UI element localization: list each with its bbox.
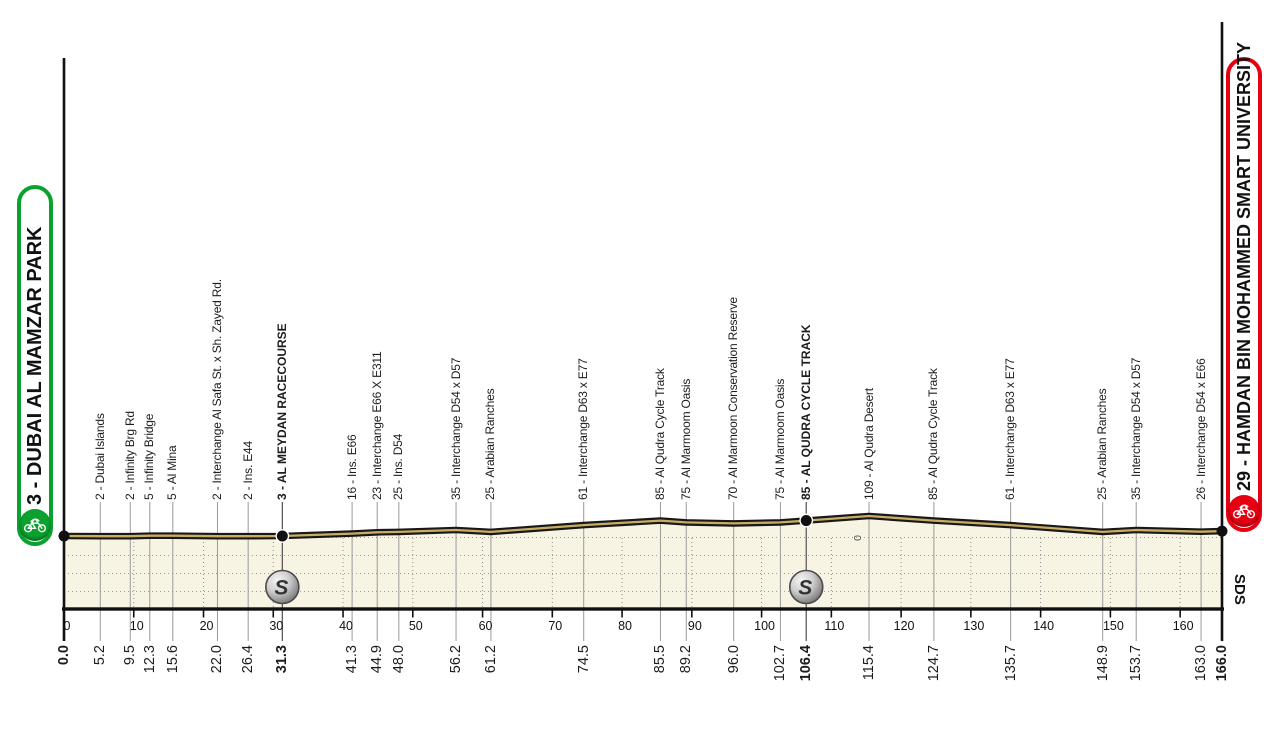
waypoint-label: 25 - Arabian Ranches <box>483 388 498 500</box>
axis-tick-label: 160 <box>1172 619 1194 633</box>
waypoint-label: 109 - Al Qudra Desert <box>861 388 876 500</box>
axis-tick-label: 150 <box>1102 619 1124 633</box>
axis-tick-label: 130 <box>963 619 985 633</box>
waypoint-label: 2 - Ins. E44 <box>240 441 255 500</box>
waypoint-label: 3 - AL MEYDAN RACECOURSE <box>274 323 289 500</box>
km-label: 15.6 <box>164 645 181 674</box>
axis-tick-label: 30 <box>269 619 284 633</box>
finish-banner: 29 - HAMDAN BIN MOHAMMED SMART UNIVERSIT… <box>1226 42 1262 532</box>
start-banner: 3 - DUBAI AL MAMZAR PARK <box>17 185 53 546</box>
km-label: 85.5 <box>652 645 669 674</box>
waypoint-label: 61 - Interchange D63 x E77 <box>576 358 591 500</box>
sprint-symbol: S <box>274 577 288 600</box>
axis-tick-label: 70 <box>548 619 563 633</box>
waypoint-label: 35 - Interchange D54 x D57 <box>448 357 463 500</box>
km-label: 41.3 <box>344 645 361 674</box>
start-label: 3 - DUBAI AL MAMZAR PARK <box>24 226 46 505</box>
waypoint-label: 35 - Interchange D54 x D57 <box>1128 357 1143 500</box>
axis-tick-label: 100 <box>754 619 775 633</box>
km-label: 9.5 <box>122 645 139 666</box>
axis-tick-label: 20 <box>199 619 214 633</box>
km-label: 12.3 <box>141 645 158 674</box>
elevation-area <box>64 516 1222 609</box>
axis-tick-label: 50 <box>408 619 423 633</box>
km-label: 102.7 <box>772 645 789 682</box>
waypoint-label: 25 - Arabian Ranches <box>1095 388 1110 500</box>
axis-tick-label: 120 <box>893 619 915 633</box>
waypoint-label: 85 - Al Qudra Cycle Track <box>652 368 667 500</box>
km-label: 61.2 <box>482 645 499 674</box>
sprint-road-dot <box>799 513 814 528</box>
waypoint-label: 25 - Ins. D54 <box>391 433 406 500</box>
waypoint-label: 70 - Al Marmoon Conservation Reserve <box>726 297 741 500</box>
km-label: 74.5 <box>575 645 592 674</box>
km-label: 124.7 <box>925 645 942 682</box>
axis-tick-label: 90 <box>687 619 702 633</box>
km-label: 166.0 <box>1214 645 1230 682</box>
waypoint-label: 85 - Al Qudra Cycle Track <box>926 368 941 500</box>
waypoint-label: 23 - Interchange E66 X E311 <box>369 351 384 501</box>
km-label: 48.0 <box>390 645 407 674</box>
x-axis <box>62 607 1224 611</box>
finish-dot <box>1216 525 1228 537</box>
km-label: 153.7 <box>1128 645 1145 682</box>
km-label: 148.9 <box>1094 645 1111 682</box>
bicycle-icon <box>23 518 47 532</box>
waypoint-label: 5 - Al Mina <box>165 445 180 501</box>
sprint-marker <box>788 569 824 605</box>
km-label: 96.0 <box>725 645 742 674</box>
waypoint-label: 75 - Al Marmoom Oasis <box>772 378 787 500</box>
axis-tick-label: 140 <box>1033 619 1055 633</box>
axis-tick-label: 80 <box>618 619 633 633</box>
start-bike-badge <box>19 509 51 541</box>
waypoint-label: 2 - Infinity Brg Rd <box>122 411 137 500</box>
sprint-marker <box>265 569 300 605</box>
km-label: 31.3 <box>274 645 291 674</box>
waypoint-label: 2 - Interchange Al Safa St. x Sh. Zayed … <box>209 279 224 500</box>
km-label: 89.2 <box>678 645 695 674</box>
waypoint-label: 85 - AL QUDRA CYCLE TRACK <box>798 324 813 500</box>
km-label: 135.7 <box>1002 645 1019 682</box>
waypoint-label: 61 - Interchange D63 x E77 <box>1003 358 1018 500</box>
axis-tick-label: 0 <box>63 619 71 633</box>
km-label: 56.2 <box>448 645 465 674</box>
waypoint-label: 16 - Ins. E66 <box>344 434 359 500</box>
axis-tick-label: 10 <box>129 619 144 633</box>
waypoint-label: 5 - Infinity Bridge <box>142 413 157 500</box>
km-label: 163.0 <box>1193 645 1210 682</box>
start-dot <box>58 530 70 542</box>
km-label: 5.2 <box>92 645 109 666</box>
bicycle-icon <box>1232 504 1256 518</box>
axis-tick-label: 60 <box>478 619 493 633</box>
designer-credit: SDS <box>1231 574 1248 605</box>
axis-tick-label: 40 <box>339 619 353 633</box>
km-label: 26.4 <box>240 645 257 674</box>
sprint-road-dot <box>275 529 290 543</box>
road-stripe <box>62 514 1224 538</box>
km-label: 106.4 <box>798 645 815 682</box>
waypoint-label: 2 - Dubai Islands <box>92 413 107 500</box>
sprint-symbol: S <box>798 577 812 600</box>
axis-tick-label: 110 <box>824 619 845 633</box>
waypoint-label: 26 - Interchange D54 x E66 <box>1193 358 1208 500</box>
km-label: 115.4 <box>861 645 878 681</box>
km-label: 0.0 <box>56 645 72 666</box>
sea-level-label: 0 <box>852 535 864 541</box>
finish-label: 29 - HAMDAN BIN MOHAMMED SMART UNIVERSIT… <box>1233 41 1254 491</box>
waypoint-label: 75 - Al Marmoom Oasis <box>678 378 693 500</box>
km-label: 44.9 <box>369 645 386 674</box>
km-label: 22.0 <box>209 645 226 674</box>
finish-bike-badge <box>1228 495 1260 527</box>
